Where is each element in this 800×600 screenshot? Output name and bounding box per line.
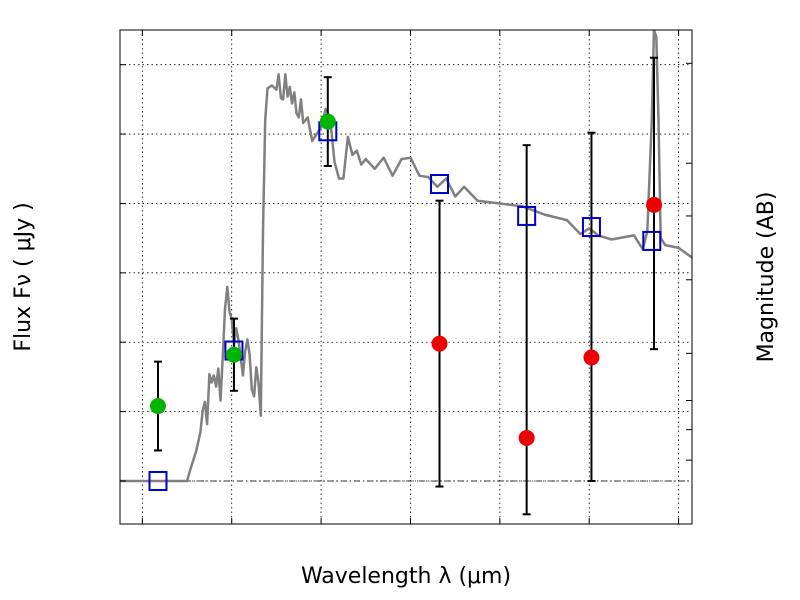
model-square-marker xyxy=(430,174,450,195)
x-axis-label: Wavelength λ (μm) xyxy=(301,564,511,589)
detection-point xyxy=(319,113,336,130)
ticks xyxy=(120,30,692,524)
model-square-marker xyxy=(642,230,662,251)
y-axis-label: Flux Fν ( μJy ) xyxy=(11,202,36,351)
model-square-marker xyxy=(517,205,537,226)
grid xyxy=(120,30,692,524)
right-axis-label: Magnitude (AB) xyxy=(754,192,779,363)
plot-frame xyxy=(119,29,693,525)
model-square-marker xyxy=(581,217,601,238)
nondetection-point xyxy=(646,196,663,213)
errorbar-layer xyxy=(153,56,659,516)
nondetection-point xyxy=(431,335,448,352)
spectrum-line xyxy=(120,30,692,483)
nondetection-point xyxy=(518,429,535,446)
detection-point xyxy=(149,398,166,415)
marker-layer xyxy=(148,113,663,491)
spectrum-layer xyxy=(120,30,692,483)
detection-point xyxy=(225,346,242,363)
model-square-marker xyxy=(148,470,168,491)
nondetection-point xyxy=(583,349,600,366)
